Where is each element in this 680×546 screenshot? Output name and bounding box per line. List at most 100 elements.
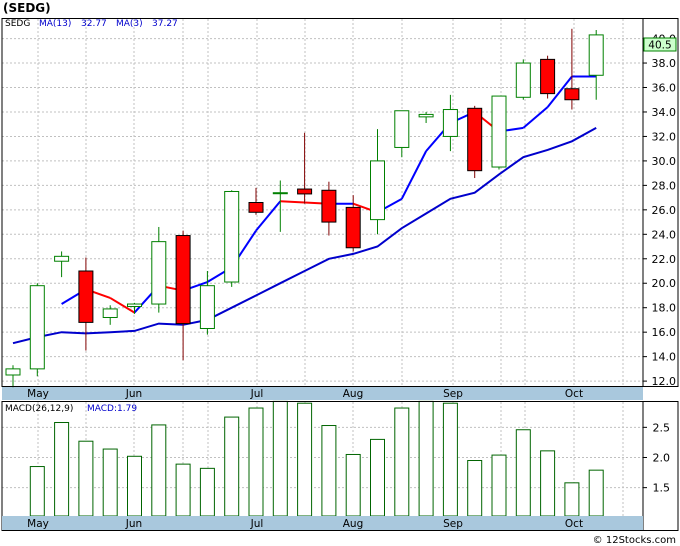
macd-bar — [370, 438, 385, 517]
ma3-segment — [546, 75, 573, 108]
macd-bar — [102, 448, 118, 517]
macd-x-tick-label: Sep — [443, 518, 463, 530]
price-y-tick-label: 30.0 — [652, 155, 677, 168]
candle — [467, 105, 483, 179]
price-y-tick-label: 32.0 — [652, 130, 677, 143]
candlesticks — [5, 28, 604, 388]
candle-body — [199, 285, 215, 330]
macd-bar — [272, 400, 288, 517]
last-price-tag: 40.5 — [643, 37, 677, 52]
ma3-segment — [400, 150, 427, 200]
price-y-tick-label: 38.0 — [652, 57, 677, 70]
macd-bar — [394, 407, 410, 517]
price-y-tick-label: 28.0 — [652, 179, 677, 192]
chart-title: (SEDG) — [3, 1, 51, 15]
price-right-border — [642, 18, 679, 387]
price-x-tick-label: Oct — [565, 388, 583, 400]
macd-x-tick-label: Jul — [250, 518, 264, 530]
candle — [564, 28, 580, 110]
candle — [345, 195, 361, 252]
candle-body — [321, 189, 337, 223]
macd-legend-value: MACD:1.79 — [87, 404, 137, 414]
price-x-tick-label: May — [27, 388, 49, 400]
candle-body — [515, 62, 531, 98]
candle — [272, 180, 288, 232]
candle — [321, 181, 337, 236]
price-y-tick-label: 12.0 — [652, 375, 677, 388]
candle — [540, 55, 556, 99]
macd-x-axis-band — [2, 516, 643, 530]
candle-body — [102, 308, 118, 318]
macd-legend-label: MACD(26,12,9) — [5, 404, 73, 414]
candle — [175, 230, 191, 361]
macd-bar — [515, 429, 531, 517]
price-y-tick-label: 36.0 — [652, 82, 677, 95]
candle-body — [467, 107, 483, 172]
macd-bar — [442, 402, 458, 517]
candle-body — [588, 34, 604, 76]
price-x-tick-label: Aug — [343, 388, 364, 400]
candle-body — [442, 109, 458, 137]
ma13-path — [12, 127, 597, 345]
ma3-segment — [522, 106, 549, 129]
price-y-tick-label: 24.0 — [652, 228, 677, 241]
price-y-tick-label: 16.0 — [652, 326, 677, 339]
macd-bar — [540, 450, 556, 517]
candle-body — [5, 368, 21, 376]
macd-bar — [588, 469, 604, 517]
candle — [102, 305, 118, 325]
macd-bar — [175, 463, 191, 517]
price-y-axis: 12.0 14.0 16.0 18.0 20.0 22.0 24.0 26.0 28.0 30.0… — [643, 33, 677, 388]
macd-right-border — [642, 401, 679, 531]
candle — [248, 187, 264, 215]
candle-body — [540, 58, 556, 95]
price-legend: SEDG MA(13) 32.77 MA(3) 37.27 — [5, 19, 178, 29]
price-x-axis-band — [2, 386, 643, 400]
macd-y-tick-label: 1.5 — [653, 482, 671, 495]
candle-body — [564, 88, 580, 101]
candle — [442, 94, 458, 152]
macd-bar — [29, 466, 45, 517]
credit-label: © 12Stocks.com — [592, 535, 676, 546]
macd-bar — [418, 400, 434, 517]
macd-y-axis: 1.5 2.0 2.5 — [643, 421, 671, 495]
candle — [151, 226, 167, 313]
candle — [199, 271, 215, 335]
candle-body — [224, 190, 240, 283]
price-y-tick-label: 20.0 — [652, 277, 677, 290]
macd-bar — [321, 425, 337, 517]
ma3-segment — [255, 200, 282, 232]
macd-x-axis: May Jun Jul Aug Sep Oct — [2, 516, 643, 530]
price-y-tick-label: 34.0 — [652, 106, 677, 119]
candle — [5, 365, 21, 388]
candle-body — [54, 255, 70, 262]
candle-body — [272, 192, 288, 195]
candle-body — [491, 95, 507, 168]
candle-body — [345, 206, 361, 249]
candle — [394, 110, 410, 158]
price-x-axis: May Jun Jul Aug Sep Oct — [2, 386, 643, 400]
macd-legend: MACD(26,12,9) MACD:1.79 — [5, 404, 137, 414]
price-x-tick-label: Jun — [125, 388, 142, 400]
candle-body — [78, 270, 94, 323]
macd-x-tick-label: Oct — [565, 518, 583, 530]
price-y-tick-label: 18.0 — [652, 302, 677, 315]
candle-body — [370, 160, 385, 221]
price-x-tick-label: Jul — [250, 388, 264, 400]
candle — [370, 129, 385, 235]
macd-bar — [297, 402, 313, 517]
macd-bar — [54, 422, 70, 517]
candle-body — [248, 202, 264, 213]
candle — [515, 59, 531, 100]
ma13-line — [12, 127, 597, 345]
ma3-line — [61, 75, 597, 314]
legend-ma13-label: MA(13) — [39, 19, 71, 29]
candle — [127, 302, 142, 314]
candle — [29, 283, 45, 377]
candle — [491, 95, 507, 170]
macd-bar — [564, 482, 580, 517]
candle-body — [151, 241, 167, 305]
candle — [418, 111, 434, 123]
candle — [54, 251, 70, 278]
